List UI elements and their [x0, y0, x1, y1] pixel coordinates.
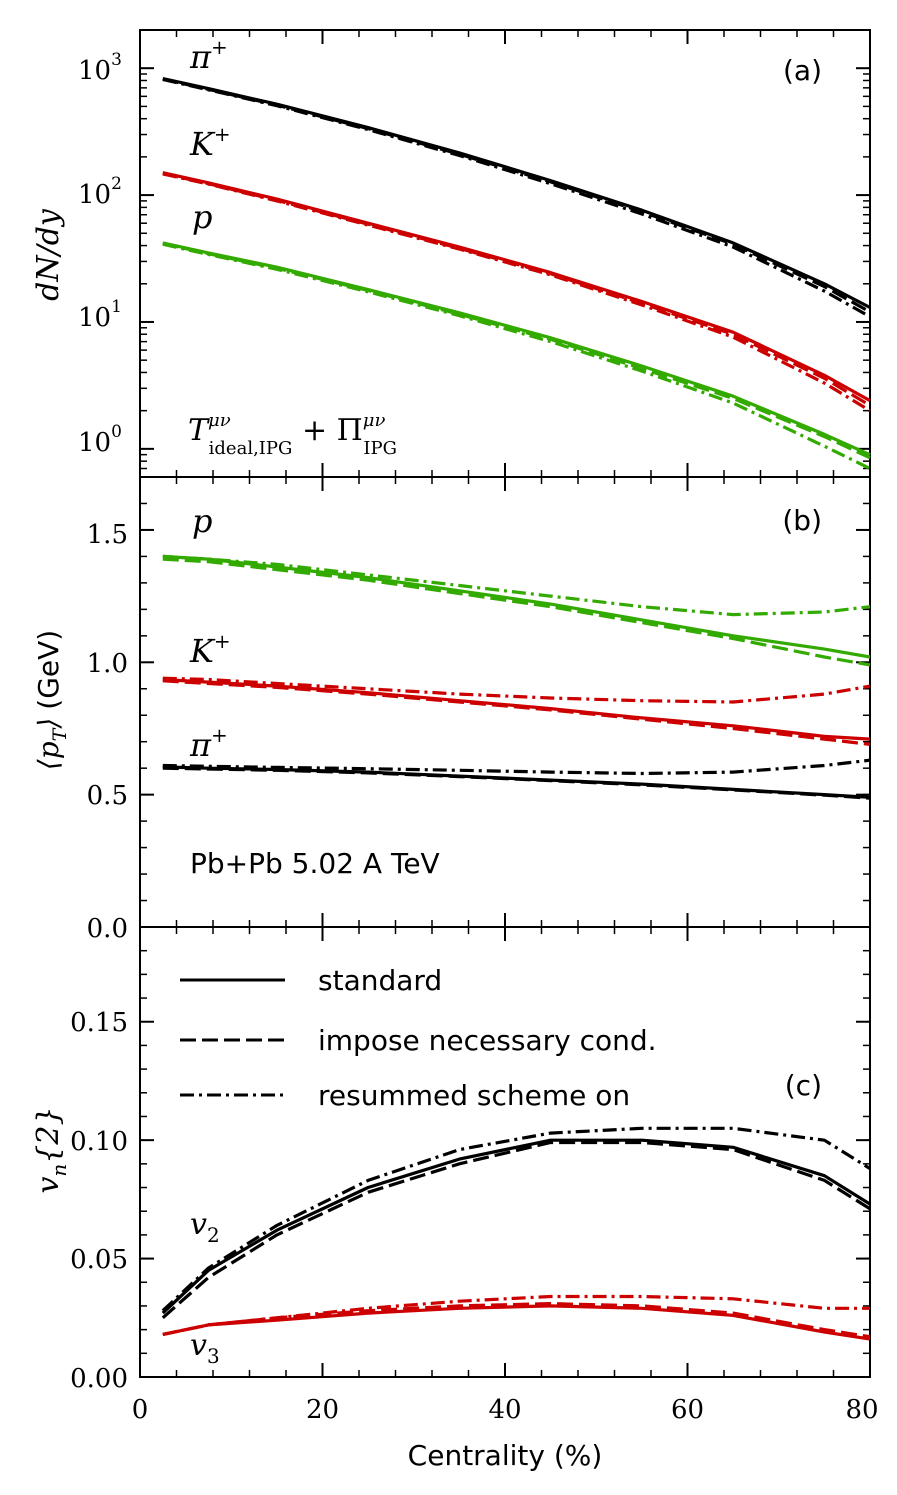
- a-ytick-label-100: 102: [78, 174, 122, 210]
- a-label-kaon: K+: [189, 122, 231, 163]
- b-ytick-label-05: 0.5: [87, 781, 128, 811]
- b-series-0-standard: [162, 554, 871, 659]
- b-ylabel: ⟨pT⟩(GeV): [32, 630, 71, 770]
- panel-b-tag: (b): [782, 504, 822, 537]
- panel-c-ticks: [139, 927, 871, 1378]
- b-series-1-resummed: [162, 676, 871, 704]
- a-ytick-label-1000: 103: [78, 50, 122, 86]
- legend: standard impose necessary cond. resummed…: [180, 964, 657, 1112]
- b-label-pion: π+: [189, 723, 228, 764]
- panel-b-series: [162, 554, 871, 800]
- legend-label-standard: standard: [318, 964, 442, 997]
- c-xtick-label-80: 80: [845, 1395, 878, 1425]
- c-ytick-label-010: 0.10: [70, 1127, 128, 1157]
- x-axis-title: Centrality (%): [408, 1439, 603, 1472]
- c-ytick-label-015: 0.15: [70, 1008, 128, 1038]
- a-label-proton: p: [192, 198, 212, 236]
- b-series-0-resummed: [162, 554, 871, 617]
- b-series-2-standard: [162, 765, 871, 799]
- panel-b-ticks: [139, 477, 871, 928]
- c-xtick-label-20: 20: [306, 1395, 339, 1425]
- c-ytick-label-005: 0.05: [70, 1245, 128, 1275]
- panel-c-series: [161, 1126, 871, 1341]
- b-series-1-standard: [162, 677, 871, 741]
- c-series-1-resummed: [162, 1294, 870, 1336]
- panel-a-series: [162, 76, 871, 470]
- a-label-pion: π+: [189, 35, 228, 76]
- c-series-0-standard: [161, 1138, 871, 1315]
- a-series-1-standard: [162, 171, 871, 402]
- b-ytick-label-10: 1.0: [87, 649, 128, 679]
- a-ytick-label-1: 100: [78, 422, 122, 458]
- a-formula: Tμν ideal,IPG + Πμν IPG: [188, 410, 397, 459]
- c-series-1-standard: [162, 1304, 871, 1341]
- b-label-kaon: K+: [189, 629, 231, 670]
- b-series-1-necessary: [162, 679, 871, 746]
- panel-a: 100 101 102 103 dN/dy π+ K+ p (a) Tμν ide…: [31, 29, 871, 478]
- panel-a-tag: (a): [783, 54, 822, 87]
- a-series-2-resummed: [162, 242, 871, 470]
- legend-label-resummed: resummed scheme on: [318, 1079, 630, 1112]
- panel-c: 0.00 0.05 0.10 0.15 0 20 40 60 80 Centra…: [31, 926, 879, 1472]
- b-label-proton: p: [192, 502, 212, 540]
- panel-c-tag: (c): [785, 1069, 822, 1102]
- b-series-0-necessary: [162, 557, 871, 667]
- b-series-2-resummed: [162, 758, 871, 776]
- a-series-0-necessary: [162, 77, 871, 314]
- c-ytick-label-000: 0.00: [70, 1364, 128, 1394]
- a-series-1-necessary: [162, 171, 871, 407]
- c-series-0-necessary: [161, 1140, 871, 1319]
- c-series-0-resummed: [161, 1126, 871, 1312]
- b-collision-note: Pb+Pb 5.02 A TeV: [190, 847, 440, 880]
- b-ytick-label-15: 1.5: [87, 520, 128, 550]
- a-series-0-standard: [162, 76, 871, 309]
- a-ytick-label-10: 101: [78, 297, 122, 333]
- c-ylabel: vn{2}: [31, 1106, 71, 1193]
- a-ylabel: dN/dy: [31, 208, 66, 301]
- c-xtick-label-40: 40: [488, 1395, 521, 1425]
- a-series-2-standard: [162, 241, 871, 457]
- c-xtick-label-60: 60: [671, 1395, 704, 1425]
- panel-b: 0.0 0.5 1.0 1.5 ⟨pT⟩(GeV) p K+ π+ (b) Pb…: [32, 476, 871, 944]
- legend-label-necessary: impose necessary cond.: [318, 1024, 657, 1057]
- b-ytick-label-0: 0.0: [87, 914, 128, 944]
- c-label-v3: v3: [190, 1328, 220, 1368]
- a-series-1-resummed: [162, 172, 871, 413]
- c-xtick-label-0: 0: [132, 1395, 149, 1425]
- c-label-v2: v2: [190, 1207, 220, 1247]
